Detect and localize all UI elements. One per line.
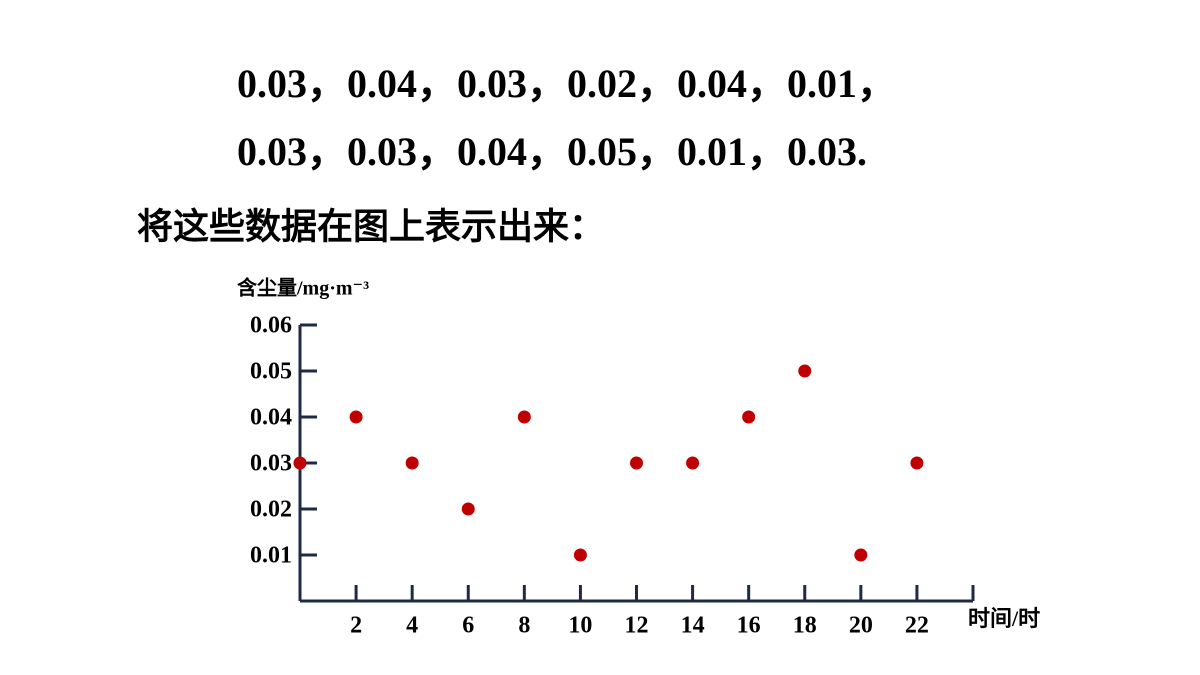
data-line: 0.03，0.04，0.03，0.02，0.04，0.01，: [237, 61, 897, 106]
data-line: 0.03，0.03，0.04，0.05，0.01，0.03.: [237, 129, 867, 174]
point: [293, 456, 307, 470]
x-tick-label: 20: [849, 613, 873, 639]
y-tick-label: 0.05: [250, 359, 292, 385]
point: [798, 364, 812, 378]
x-tick-label: 4: [406, 613, 418, 639]
x-tick-label: 6: [462, 613, 474, 639]
point: [630, 456, 643, 470]
x-tick-label: 12: [625, 613, 649, 639]
y-tick-label: 0.04: [250, 405, 292, 431]
point: [517, 410, 531, 424]
point: [910, 456, 924, 470]
x-axis-label: 时间/时: [968, 606, 1040, 631]
y-axis-label: 含尘量/mg·m⁻³: [237, 276, 369, 300]
point: [405, 456, 419, 470]
point: [686, 456, 700, 470]
x-tick-label: 22: [905, 613, 929, 639]
x-tick-label: 16: [737, 613, 761, 639]
y-tick-label: 0.01: [250, 543, 292, 569]
y-tick-label: 0.06: [250, 313, 292, 339]
caption: 将这些数据在图上表示出来：: [137, 206, 605, 246]
x-tick-label: 8: [518, 613, 530, 639]
point: [573, 548, 587, 562]
y-tick-label: 0.02: [250, 497, 292, 523]
point: [742, 410, 756, 424]
x-tick-label: 14: [681, 613, 705, 639]
point: [461, 502, 475, 516]
point: [854, 548, 868, 562]
x-tick-label: 10: [568, 613, 592, 639]
x-tick-label: 2: [350, 613, 362, 639]
x-tick-label: 18: [793, 613, 817, 639]
point: [349, 410, 363, 424]
y-tick-label: 0.03: [250, 451, 292, 477]
